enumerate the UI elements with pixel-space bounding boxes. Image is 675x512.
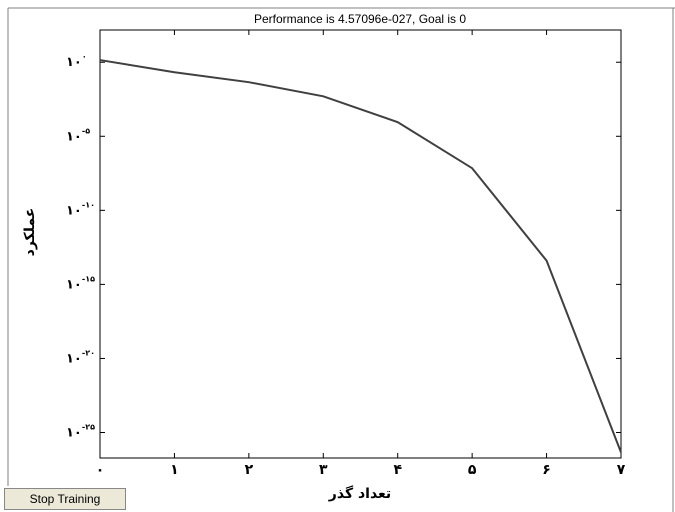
y-tick-label: ۱۰-۵ <box>66 126 90 144</box>
y-tick-label: ۱۰۰ <box>66 52 87 70</box>
y-tick-exponent: -۱۰ <box>82 200 95 209</box>
x-tick-label: ۴ <box>393 462 402 478</box>
y-tick-exponent: -۲۵ <box>82 422 95 431</box>
y-tick-label: ۱۰-۲۵ <box>66 422 95 440</box>
y-tick-exponent: -۱۵ <box>82 274 95 283</box>
x-tick-label: ۰ <box>96 462 105 478</box>
chart-title: Performance is 4.57096e-027, Goal is 0 <box>254 12 466 26</box>
y-axis-label: عملکرد <box>22 208 38 257</box>
performance-line <box>99 59 622 453</box>
y-tick-label: ۱۰-۲۰ <box>66 348 95 366</box>
x-tick-label: ۲ <box>245 462 254 478</box>
x-tick-label: ۵ <box>468 462 477 478</box>
y-tick-base: ۱۰ <box>66 425 82 440</box>
y-tick-base: ۱۰ <box>66 203 82 218</box>
y-tick-base: ۱۰ <box>66 55 82 70</box>
y-tick-label: ۱۰-۱۰ <box>66 200 95 218</box>
x-tick-label: ۱ <box>170 462 179 478</box>
y-tick-exponent: -۲۰ <box>82 348 95 357</box>
x-axis-label: تعداد گذر <box>328 485 391 502</box>
y-tick-exponent: -۵ <box>82 126 90 135</box>
y-tick-base: ۱۰ <box>66 129 82 144</box>
x-tick-label: ۷ <box>617 462 626 478</box>
y-tick-base: ۱۰ <box>66 277 82 292</box>
x-tick-label: ۳ <box>319 462 328 478</box>
x-tick-label: ۶ <box>542 462 551 478</box>
axes-box <box>99 29 622 459</box>
stop-training-button[interactable]: Stop Training <box>4 488 126 510</box>
y-tick-base: ۱۰ <box>66 351 82 366</box>
y-tick-label: ۱۰-۱۵ <box>66 274 95 292</box>
y-tick-exponent: ۰ <box>82 52 87 61</box>
